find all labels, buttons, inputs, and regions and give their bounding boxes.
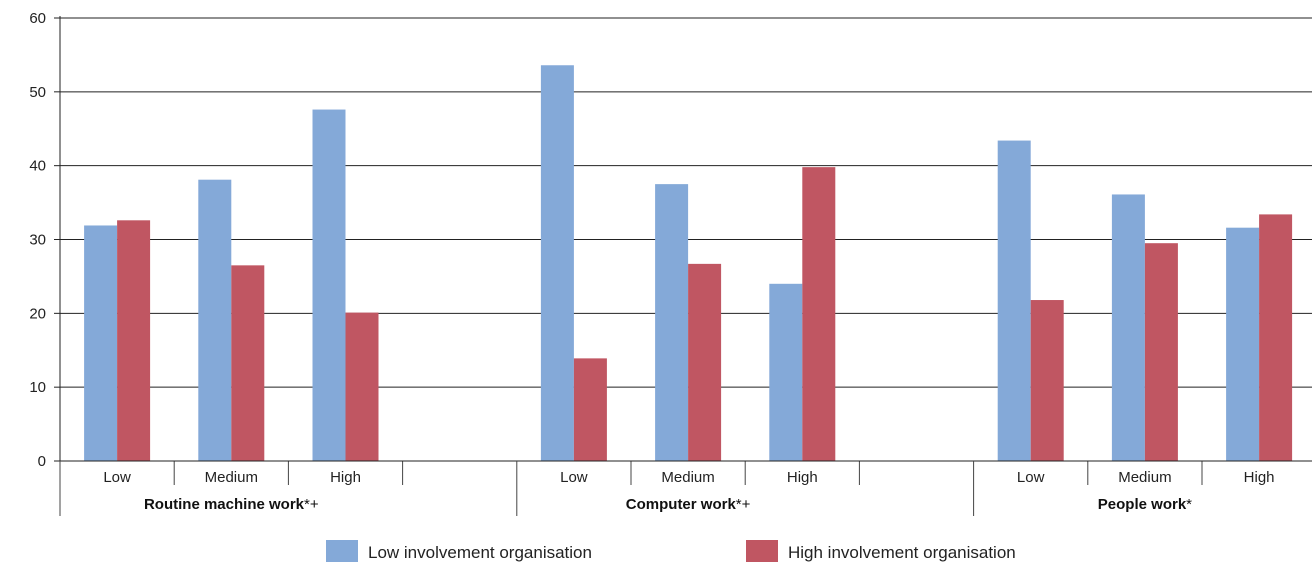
bar	[1226, 227, 1260, 461]
group-label-marker: *+	[736, 496, 751, 513]
bar	[117, 220, 151, 461]
group-label: Computer work*+	[626, 496, 751, 513]
bar	[84, 225, 118, 461]
category-label: Medium	[205, 469, 258, 486]
group-label-marker: *	[1186, 496, 1192, 513]
category-label: Low	[103, 469, 131, 486]
y-tick-label: 60	[29, 10, 46, 27]
bar	[802, 167, 836, 462]
y-tick-label: 10	[29, 379, 46, 396]
bar	[655, 184, 689, 461]
group-label-text: Computer work	[626, 496, 737, 513]
bar	[573, 358, 607, 461]
category-label: High	[1244, 469, 1275, 486]
group-label-text: Routine machine work	[144, 496, 305, 513]
legend-label: Low involvement organisation	[368, 543, 592, 562]
bar	[1144, 243, 1178, 461]
bar	[312, 109, 346, 461]
category-label: Medium	[1118, 469, 1171, 486]
y-tick-label: 20	[29, 305, 46, 322]
group-label: Routine machine work*+	[144, 496, 319, 513]
group-label-marker: *+	[304, 496, 319, 513]
category-label: High	[787, 469, 818, 486]
bar	[540, 65, 574, 462]
legend-swatch	[746, 540, 778, 562]
category-label: High	[330, 469, 361, 486]
y-axis: 0 10 20 30 40 50 60	[29, 10, 61, 470]
bar	[345, 312, 379, 461]
legend-swatch	[326, 540, 358, 562]
y-tick-label: 30	[29, 232, 46, 249]
bar	[769, 283, 803, 461]
bar	[231, 265, 265, 461]
category-label: Medium	[661, 469, 714, 486]
group-label: People work*	[1098, 496, 1192, 513]
bars	[84, 65, 1293, 462]
category-label: Low	[560, 469, 588, 486]
bar	[688, 263, 722, 461]
y-tick-label: 40	[29, 158, 46, 175]
bar	[198, 179, 232, 461]
bar	[1030, 300, 1064, 461]
legend-label: High involvement organisation	[788, 543, 1016, 562]
group-label-text: People work	[1098, 496, 1187, 513]
bar	[1111, 194, 1145, 461]
bar	[997, 140, 1031, 461]
bar	[1259, 214, 1293, 461]
legend: Low involvement organisation High involve…	[326, 540, 1016, 562]
category-label: Low	[1017, 469, 1045, 486]
y-tick-label: 0	[38, 453, 46, 470]
y-tick-label: 50	[29, 84, 46, 101]
